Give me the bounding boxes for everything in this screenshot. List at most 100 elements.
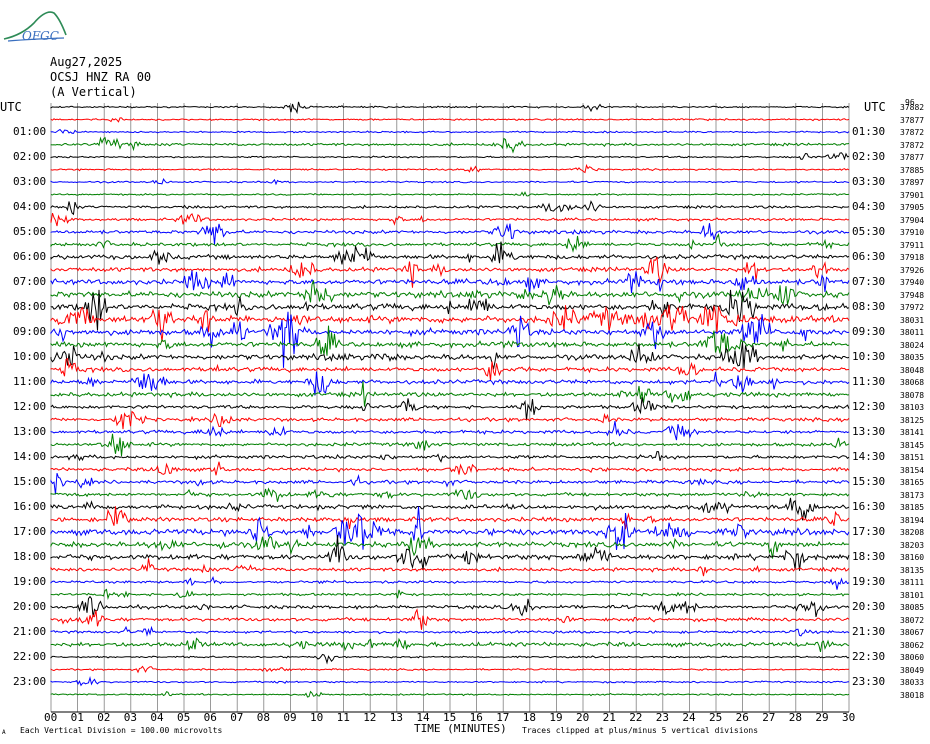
trace-line <box>50 433 850 457</box>
x-tick-label: 01 <box>70 711 84 724</box>
x-tick-label: 21 <box>602 711 616 724</box>
right-hour-label: 06:30 <box>852 250 886 263</box>
trace-line <box>50 256 850 288</box>
right-hour-label: 12:30 <box>852 400 886 413</box>
trace-line <box>50 625 850 637</box>
right-hour-label: 10:30 <box>852 350 886 363</box>
right-hour-label: 19:30 <box>852 575 886 588</box>
trace-line <box>50 128 850 134</box>
x-tick-label: 13 <box>389 711 404 724</box>
trace-rms-label: 38078 <box>900 390 925 400</box>
trace-rms-label: 38085 <box>900 603 925 612</box>
trace-line <box>50 576 850 590</box>
left-hour-label: 23:00 <box>13 675 47 688</box>
x-tick-label: 28 <box>788 711 803 724</box>
x-tick-label: 29 <box>815 711 829 724</box>
trace-rms-label: 38165 <box>900 478 925 487</box>
left-hour-label: 08:00 <box>13 300 47 313</box>
trace-rms-label: 37905 <box>900 203 925 212</box>
trace-rms-label: 38125 <box>900 415 925 425</box>
right-hour-label: 13:30 <box>852 425 886 438</box>
header-station: OCSJ HNZ RA 00 <box>50 70 152 84</box>
x-tick-label: 12 <box>363 711 377 724</box>
right-axis-title: UTC <box>864 100 886 114</box>
trace-line <box>50 497 850 521</box>
x-tick-label: 08 <box>256 711 271 724</box>
trace-line <box>50 101 850 115</box>
x-tick-label: 23 <box>655 711 670 724</box>
trace-line <box>50 397 850 421</box>
trace-rms-label: 38068 <box>900 378 925 387</box>
x-tick-label: 16 <box>469 711 483 724</box>
right-hour-label: 08:30 <box>852 300 886 313</box>
x-tick-label: 24 <box>682 711 696 724</box>
trace-line <box>50 191 850 197</box>
trace-rms-label: 38048 <box>900 365 925 375</box>
trace-rms-label: 38145 <box>900 440 925 450</box>
trace-rms-label: 37918 <box>900 253 925 262</box>
trace-rms-label: 38031 <box>900 315 925 325</box>
trace-line <box>50 665 850 674</box>
left-hour-label: 11:00 <box>13 375 47 388</box>
trace-line <box>50 653 850 665</box>
trace-line <box>50 371 850 396</box>
x-tick-label: 09 <box>283 711 297 724</box>
trace-line <box>50 450 850 463</box>
x-tick-label: 00 <box>44 711 58 724</box>
x-tick-label: 27 <box>762 711 776 724</box>
left-hour-label: 20:00 <box>13 600 47 613</box>
trace-rms-label: 38185 <box>900 503 925 512</box>
trace-line <box>50 325 850 356</box>
trace-line <box>50 342 850 370</box>
trace-line <box>50 608 850 630</box>
left-hour-label: 19:00 <box>13 575 47 588</box>
x-tick-label: 11 <box>336 711 350 724</box>
right-hour-label: 05:30 <box>852 225 886 238</box>
trace-rms-label: 38160 <box>900 553 925 562</box>
x-tick-label: 19 <box>549 711 563 724</box>
x-axis-title: TIME (MINUTES) <box>414 722 507 735</box>
trace-line <box>50 676 850 687</box>
trace-rms-label: 37882 <box>900 103 925 112</box>
trace-rms-label: 37872 <box>900 140 925 150</box>
trace-rms-label: 37885 <box>900 165 925 175</box>
trace-line <box>50 270 850 294</box>
trace-line <box>50 280 850 306</box>
left-hour-label: 01:00 <box>13 125 47 138</box>
trace-rms-label: 38033 <box>900 678 925 687</box>
logo-mountain-icon <box>3 11 67 42</box>
right-hour-label: 01:30 <box>852 125 886 138</box>
trace-line <box>50 381 850 407</box>
trace-line <box>50 558 850 577</box>
trace-rms-label: 37904 <box>900 215 925 225</box>
trace-line <box>50 233 850 253</box>
left-hour-label: 22:00 <box>13 650 47 663</box>
trace-rms-label: 37872 <box>900 128 925 137</box>
left-hour-label: 02:00 <box>13 150 47 163</box>
trace-line <box>50 410 850 430</box>
right-hour-label: 11:30 <box>852 375 886 388</box>
trace-rms-label: 38049 <box>900 665 925 675</box>
trace-rms-label: 38173 <box>900 490 925 500</box>
trace-rms-label: 38101 <box>900 590 925 600</box>
left-hour-label: 18:00 <box>13 550 47 563</box>
right-hour-label: 09:30 <box>852 325 886 338</box>
left-hour-label: 17:00 <box>13 525 47 538</box>
corner-label: 96 <box>905 98 915 107</box>
left-hour-label: 21:00 <box>13 625 47 638</box>
trace-rms-label: 38035 <box>900 353 925 362</box>
right-hour-label: 23:30 <box>852 675 886 688</box>
trace-line <box>50 506 850 530</box>
trace-rms-label: 38141 <box>900 428 925 437</box>
trace-line <box>50 534 850 571</box>
left-hour-label: 14:00 <box>13 450 47 463</box>
trace-rms-label: 38103 <box>900 403 925 412</box>
left-hour-label: 06:00 <box>13 250 47 263</box>
trace-rms-label: 38060 <box>900 653 925 662</box>
header-component: (A Vertical) <box>50 85 137 99</box>
right-hour-label: 15:30 <box>852 475 886 488</box>
trace-rms-label: 38203 <box>900 540 925 550</box>
left-hour-label: 07:00 <box>13 275 47 288</box>
trace-line <box>50 177 850 186</box>
trace-rms-label: 37926 <box>900 265 925 275</box>
